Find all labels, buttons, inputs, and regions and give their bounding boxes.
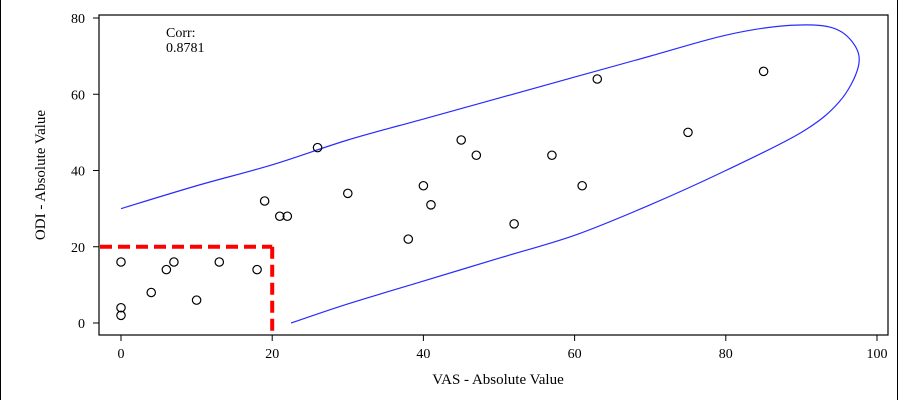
x-axis-label: VAS - Absolute Value bbox=[432, 372, 564, 388]
data-point bbox=[146, 287, 157, 298]
y-tick-label: 20 bbox=[71, 241, 85, 256]
corr-label: Corr: bbox=[166, 26, 196, 41]
confidence-ellipse-layer bbox=[120, 24, 860, 324]
data-point bbox=[456, 135, 466, 145]
data-point bbox=[191, 295, 202, 305]
data-point bbox=[403, 234, 414, 244]
y-tick-label: 40 bbox=[71, 165, 85, 180]
data-point bbox=[161, 264, 172, 275]
data-point bbox=[509, 219, 519, 229]
data-point bbox=[342, 188, 353, 199]
axes-layer: 0 20 40 60 80 100 0 20 40 60 80 bbox=[71, 12, 888, 362]
data-point bbox=[683, 127, 693, 138]
y-tick-label: 60 bbox=[71, 88, 85, 103]
reference-box-layer bbox=[100, 244, 275, 334]
x-tick-label: 0 bbox=[118, 347, 125, 362]
data-point bbox=[758, 66, 769, 77]
y-axis-label: ODI - Absolute Value bbox=[33, 110, 49, 240]
data-point bbox=[116, 310, 126, 321]
data-point bbox=[116, 257, 126, 267]
data-points-layer bbox=[116, 66, 769, 321]
x-tick-label: 100 bbox=[867, 347, 888, 362]
data-point bbox=[592, 74, 603, 84]
data-point bbox=[274, 211, 285, 222]
confidence-ellipse bbox=[120, 24, 860, 324]
x-tick-label: 20 bbox=[265, 347, 279, 362]
data-point bbox=[259, 196, 270, 206]
y-tick-label: 80 bbox=[71, 12, 85, 27]
data-point bbox=[252, 264, 262, 275]
data-point bbox=[471, 150, 482, 161]
data-point bbox=[214, 257, 225, 267]
data-point bbox=[116, 302, 126, 313]
data-point bbox=[312, 142, 323, 153]
data-point bbox=[577, 180, 587, 191]
x-tick-label: 80 bbox=[719, 347, 733, 362]
x-tick-label: 60 bbox=[568, 347, 582, 362]
data-point bbox=[418, 180, 429, 191]
plot-area bbox=[98, 14, 889, 336]
y-tick-label: 0 bbox=[78, 317, 85, 332]
x-tick-label: 40 bbox=[416, 347, 430, 362]
data-point bbox=[169, 257, 179, 267]
data-point bbox=[426, 200, 436, 210]
data-point bbox=[547, 150, 557, 161]
data-point bbox=[282, 211, 293, 222]
corr-value: 0.8781 bbox=[166, 41, 205, 56]
